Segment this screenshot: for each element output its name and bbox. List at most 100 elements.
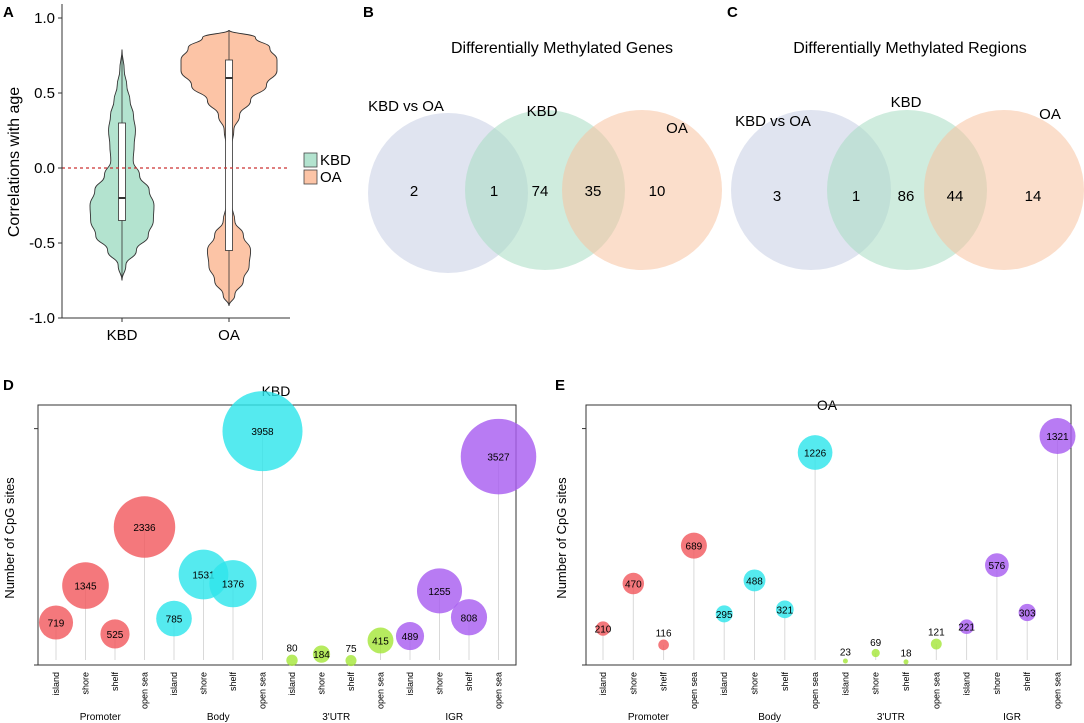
violin-panel: Correlations with age -1.0-0.50.00.51.0 … (6, 4, 351, 344)
bubble-kbd-category-label: open sea (258, 672, 268, 709)
venn-genes-title: Differentially Methylated Genes (451, 40, 673, 57)
bubble-oa-bubble-label: 69 (870, 638, 882, 649)
bubble-oa-bubble (959, 619, 974, 635)
bubble-oa-category-label: open sea (810, 672, 820, 709)
venn-regions-label-oa: OA (1039, 106, 1061, 123)
venn-regions-count-kbd-vs-oa-and-kbd: 1 (852, 188, 860, 205)
bubble-oa-bubble-label: 221 (958, 623, 975, 634)
bubble-kbd-category-label: shore (199, 672, 209, 695)
bubble-kbd-category-label: shelf (110, 672, 120, 692)
bubble-kbd-bubble (460, 418, 537, 495)
bubble-kbd-bubble (156, 600, 192, 637)
panel-letter-b: B (363, 4, 374, 21)
violin-box-kbd (118, 122, 126, 221)
bubble-kbd-category-label: shelf (346, 672, 356, 692)
bubble-kbd-bubble (312, 645, 331, 663)
bubble-kbd-bubble (38, 605, 74, 640)
bubble-kbd-category-label: open sea (140, 672, 150, 709)
venn-regions-count-kbd-and-oa: 44 (947, 188, 964, 205)
bubble-kbd-bubble (100, 619, 130, 649)
bubble-kbd-category-label: open sea (376, 672, 386, 709)
bubble-kbd-bubble-label: 1376 (222, 580, 245, 591)
venn-genes-label-kbd-vs-oa: KBD vs OA (368, 98, 444, 115)
bubble-kbd-bubble (209, 560, 257, 608)
bubble-oa-bubble-label: 303 (1019, 608, 1036, 619)
panel-letter-c: C (727, 4, 738, 21)
violin-box-oa (225, 59, 233, 251)
bubble-kbd-group-label: Body (207, 712, 230, 723)
bubble-oa-bubble-label: 23 (840, 648, 852, 659)
venn-regions-label-kbd: KBD (891, 94, 922, 111)
bubble-oa-category-label: open sea (1053, 672, 1063, 709)
bubble-oa-bubble (797, 435, 833, 470)
bubble-oa-category-label: shelf (1022, 672, 1032, 692)
bubble-oa-bubble (743, 569, 766, 592)
violin-y-axis-label: Correlations with age (6, 87, 23, 237)
venn-genes-count-kbd-vs-oa-and-kbd: 1 (490, 183, 498, 200)
venn-regions-circle-oa (924, 110, 1084, 270)
bubble-kbd-bubble-label: 75 (345, 644, 357, 655)
bubble-kbd-bubble-label: 525 (107, 630, 124, 641)
bubble-oa-y-ticks (582, 428, 586, 666)
bubble-oa-bubble (658, 639, 669, 651)
bubble-kbd-y-axis-label: Number of CpG sites (2, 477, 17, 599)
bubble-oa-panel: OA Number of CpG sites 21047011668929548… (554, 397, 1076, 723)
bubble-oa-bubble (595, 621, 611, 636)
bubble-kbd-category-label: shelf (228, 672, 238, 692)
bubble-oa-bubble (1018, 603, 1036, 622)
violin-y-ticks: -1.0 -0.5 0.0 0.5 1.0 (29, 10, 62, 327)
bubble-oa-y-axis-label: Number of CpG sites (554, 477, 569, 599)
bubble-oa-bubble (985, 553, 1009, 578)
venn-genes-circle-oa (562, 110, 722, 270)
bubble-kbd-marks: 719 1345 525 2336 785 1531 1376 3958 80 184 75 415 4… (38, 391, 537, 667)
violin-y-tick-label: 0.0 (34, 160, 55, 177)
violin-y-tick-label: -1.0 (29, 310, 55, 327)
legend-swatch-kbd (303, 152, 318, 168)
legend-swatch-oa (303, 169, 318, 185)
panel-letter-d: D (3, 377, 14, 394)
bubble-kbd-group-label: Promoter (80, 712, 122, 723)
bubble-oa-bubble (930, 638, 942, 650)
bubble-kbd-bubble-label: 415 (372, 636, 389, 647)
panel-letter-e: E (555, 377, 565, 394)
bubble-oa-group-labels: Promoter Body 3'UTR IGR (628, 712, 1021, 723)
bubble-oa-bubble-label: 470 (625, 580, 642, 591)
bubble-kbd-bubble (345, 655, 357, 667)
bubble-kbd-category-label: shore (317, 672, 327, 695)
bubble-kbd-bubble (222, 391, 303, 472)
bubble-oa-group-label: IGR (1003, 712, 1021, 723)
bubble-kbd-bubble (450, 599, 488, 636)
bubble-oa-group-label: Promoter (628, 712, 670, 723)
bubble-oa-bubble-label: 1321 (1046, 432, 1069, 443)
bubble-oa-category-label: shore (871, 672, 881, 695)
bubble-kbd-bubble-label: 1531 (192, 571, 215, 582)
bubble-kbd-bubble-label: 489 (402, 632, 419, 643)
bubble-oa-x-labels: island shore shelf open sea island shore shelf… (598, 672, 1063, 710)
bubble-oa-bubble-label: 18 (900, 648, 912, 659)
bubble-oa-category-label: island (840, 672, 850, 696)
venn-genes-count-kbd-only: 74 (532, 183, 549, 200)
venn-regions-count-kbd-only: 86 (898, 188, 915, 205)
bubble-kbd-bubble (286, 654, 298, 666)
bubble-oa-category-label: shelf (901, 672, 911, 692)
bubble-oa-marks: 210 470 116 689 295 488 321 1226 23 69 18 121 221 576… (595, 418, 1076, 665)
bubble-kbd-group-labels: Promoter Body 3'UTR IGR (80, 712, 463, 723)
bubble-oa-bubble (903, 659, 909, 665)
bubble-oa-bubble-label: 121 (928, 628, 945, 639)
bubble-kbd-group-label: 3'UTR (322, 712, 350, 723)
bubble-oa-bubble-label: 488 (746, 576, 763, 587)
bubble-kbd-bubble (395, 622, 425, 651)
violin-x-label-kbd: KBD (107, 327, 138, 344)
bubble-oa-bubble-label: 576 (989, 561, 1006, 572)
bubble-oa-bubble-label: 116 (656, 629, 672, 640)
venn-genes-label-kbd: KBD (527, 103, 558, 120)
venn-genes-label-oa: OA (666, 120, 688, 137)
bubble-oa-bubble-label: 689 (686, 542, 703, 553)
bubble-kbd-bubble-label: 184 (313, 650, 330, 661)
bubble-oa-bubble (680, 532, 707, 559)
bubble-kbd-bubble-label: 1345 (74, 582, 97, 593)
venn-regions-title: Differentially Methylated Regions (793, 40, 1027, 57)
bubble-oa-category-label: open sea (689, 672, 699, 709)
bubble-oa-bubble-label: 1226 (804, 448, 827, 459)
